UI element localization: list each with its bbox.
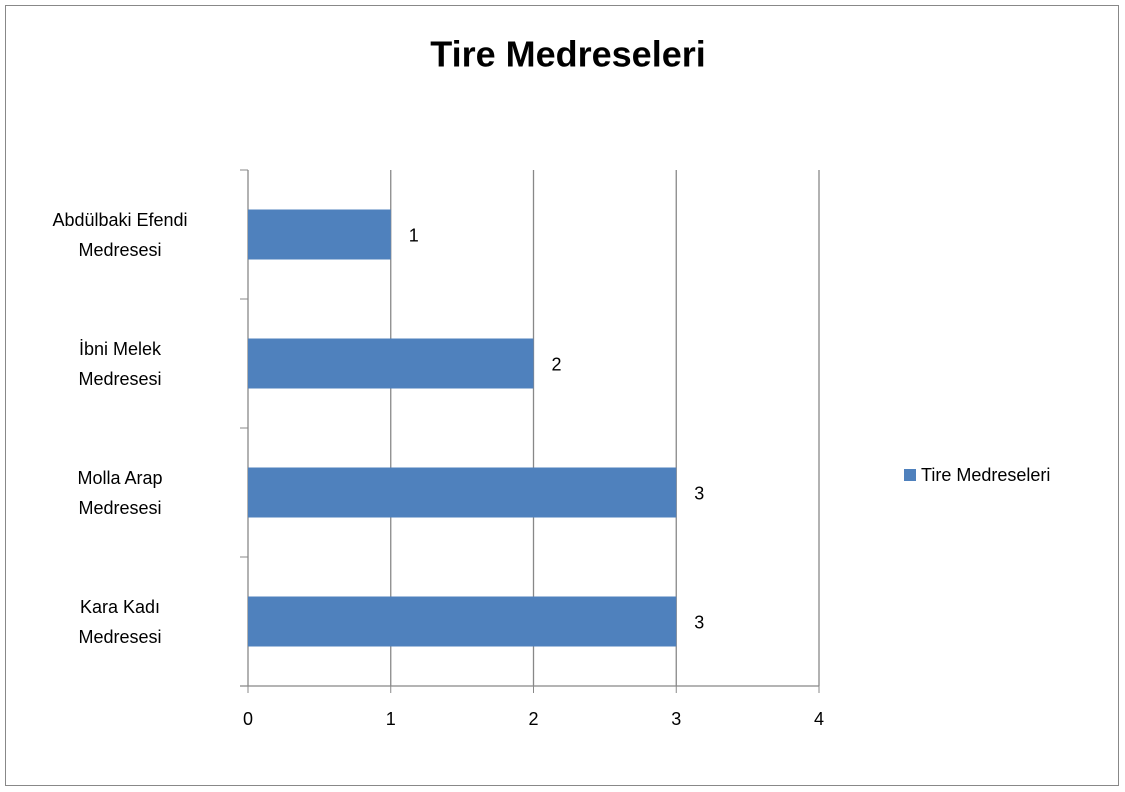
y-tick-label: Molla Arap Medresesi: [77, 467, 163, 518]
x-tick-label: 3: [671, 709, 681, 729]
data-label: 3: [694, 612, 704, 632]
x-tick-label: 1: [386, 709, 396, 729]
bar: [248, 467, 677, 518]
bar: [248, 338, 534, 389]
y-tick-label: İbni Melek Medresesi: [78, 338, 162, 389]
legend-label: Tire Medreseleri: [921, 465, 1050, 485]
x-tick-label: 0: [243, 709, 253, 729]
bar: [248, 209, 391, 260]
x-tick-label: 4: [814, 709, 824, 729]
legend-swatch: [904, 469, 916, 481]
data-label: 1: [409, 225, 419, 245]
bar: [248, 596, 677, 647]
chart-title: Tire Medreseleri: [430, 34, 705, 75]
chart-border: [5, 5, 1119, 786]
x-tick-label: 2: [528, 709, 538, 729]
data-label: 3: [694, 483, 704, 503]
y-tick-label: Abdülbaki Efendi Medresesi: [52, 209, 188, 260]
y-tick-label: Kara Kadı Medresesi: [78, 596, 162, 647]
data-label: 2: [552, 354, 562, 374]
